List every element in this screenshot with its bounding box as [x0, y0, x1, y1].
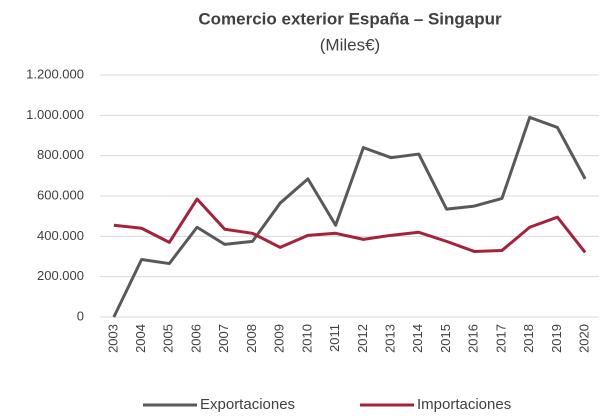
- x-tick-label: 2019: [549, 324, 564, 353]
- y-tick-label: 200.000: [37, 268, 84, 283]
- y-tick-label: 1.200.000: [26, 66, 84, 81]
- line-series: [113, 197, 587, 254]
- x-tick-label: 2005: [161, 324, 176, 353]
- x-tick-label: 2018: [521, 324, 536, 353]
- legend-label: Importaciones: [417, 396, 511, 413]
- y-tick-label: 400.000: [37, 228, 84, 243]
- x-tick-label: 2008: [244, 324, 259, 353]
- y-tick-label: 1.000.000: [26, 107, 84, 122]
- x-tick-label: 2011: [327, 324, 342, 352]
- x-tick-label: 2016: [466, 324, 481, 353]
- x-tick-label: 2017: [493, 324, 508, 353]
- x-tick-label: 2004: [133, 324, 148, 353]
- legend-label: Exportaciones: [200, 396, 295, 413]
- chart-subtitle: (Miles€): [320, 35, 380, 54]
- x-tick-label: 2006: [188, 324, 203, 353]
- y-tick-label: 600.000: [37, 187, 84, 202]
- x-tick-label: 2012: [355, 324, 370, 353]
- x-tick-label: 2003: [105, 324, 120, 353]
- x-tick-label: 2020: [577, 324, 592, 353]
- x-tick-label: 2013: [383, 324, 398, 353]
- y-tick-label: 0: [77, 308, 84, 323]
- x-tick-label: 2010: [299, 324, 314, 353]
- x-tick-label: 2009: [272, 324, 287, 353]
- x-tick-label: 2014: [410, 324, 425, 353]
- line-series: [112, 115, 587, 318]
- chart-title: Comercio exterior España – Singapur: [198, 9, 502, 28]
- x-tick-label: 2015: [438, 324, 453, 353]
- x-tick-label: 2007: [216, 324, 231, 353]
- y-tick-label: 800.000: [37, 147, 84, 162]
